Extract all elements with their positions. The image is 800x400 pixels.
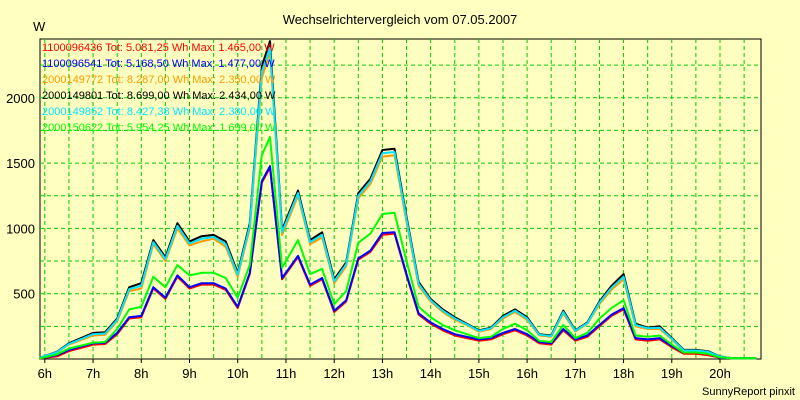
plot-area [39, 38, 762, 360]
series-line-2000150622 [39, 136, 757, 360]
y-tick-label: 1000 [6, 221, 35, 236]
x-tick-label: 17h [564, 366, 586, 381]
legend-entry-1100096436: 1100096436 Tot: 5.081,25 Wh Max: 1.465,0… [42, 42, 275, 54]
x-tick-label: 16h [516, 366, 538, 381]
x-tick-label: 9h [182, 366, 196, 381]
x-tick-label: 11h [276, 366, 297, 381]
y-axis-ticks: 500 1000 1500 2000 [6, 91, 35, 302]
x-tick-label: 14h [420, 366, 442, 381]
x-tick-label: 7h [86, 366, 100, 381]
chart-title: Wechselrichtervergleich vom 07.05.2007 [283, 12, 518, 27]
x-tick-label: 6h [38, 366, 52, 381]
x-tick-label: 18h [613, 366, 635, 381]
x-tick-label: 12h [323, 366, 345, 381]
legend: 1100096436 Tot: 5.081,25 Wh Max: 1.465,0… [42, 42, 276, 134]
x-tick-label: 8h [134, 366, 148, 381]
legend-entry-2000150622: 2000150622 Tot: 5.954,25 Wh Max: 1.699,0… [42, 122, 276, 134]
y-axis-label: W [33, 19, 46, 34]
x-tick-label: 10h [227, 366, 249, 381]
legend-entry-2000149801: 2000149801 Tot: 8.699,00 Wh Max: 2.434,0… [42, 90, 276, 102]
x-axis-ticks: 6h 7h 8h 9h 10h 11h 12h 13h 14h 15h 16h 17h 18h 19h 20… [38, 359, 731, 381]
x-tick-label: 15h [468, 366, 490, 381]
legend-entry-1100096541: 1100096541 Tot: 5.168,50 Wh Max: 1.477,0… [42, 58, 275, 70]
y-tick-label: 1500 [6, 156, 35, 171]
x-tick-label: 20h [709, 366, 731, 381]
series-line-1100096541 [39, 165, 757, 360]
series-lines [39, 40, 757, 360]
chart-footer: SunnyReport pinxit [702, 386, 795, 398]
legend-entry-2000149772: 2000149772 Tot: 8.287,00 Wh Max: 2.350,0… [42, 74, 276, 86]
y-tick-label: 2000 [6, 91, 35, 106]
y-tick-label: 500 [13, 287, 35, 302]
x-tick-label: 13h [372, 366, 394, 381]
legend-entry-2000149852: 2000149852 Tot: 8.427,38 Wh Max: 2.380,0… [42, 106, 276, 118]
series-line-2000149852 [39, 47, 757, 360]
x-tick-label: 19h [661, 366, 683, 381]
grid-lines [40, 39, 761, 359]
